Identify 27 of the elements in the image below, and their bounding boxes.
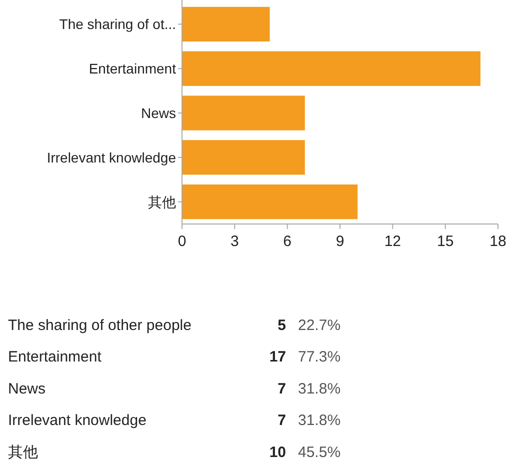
x-tick-label: 6 bbox=[283, 233, 292, 250]
text: 其他 bbox=[8, 444, 38, 461]
y-tick-label: Entertainment bbox=[88, 60, 176, 77]
text: 22.7% bbox=[298, 317, 341, 334]
y-tick-label: The sharing of ot... bbox=[59, 16, 176, 32]
y-tick-label: News bbox=[140, 105, 176, 121]
x-tick-label: 3 bbox=[230, 233, 239, 250]
text: 10 bbox=[269, 444, 286, 461]
text: 17 bbox=[269, 348, 286, 366]
text: 31.8% bbox=[298, 412, 341, 430]
y-tick-label: 其他 bbox=[148, 194, 176, 210]
x-tick-label: 12 bbox=[384, 233, 402, 250]
text: 5 bbox=[278, 317, 286, 334]
text: 7 bbox=[278, 412, 286, 430]
x-tick-label: 15 bbox=[436, 233, 454, 250]
text: News bbox=[8, 380, 46, 398]
x-tick-label: 9 bbox=[336, 233, 344, 250]
text: 31.8% bbox=[298, 380, 341, 398]
text: 77.3% bbox=[298, 348, 341, 366]
text: Irrelevant knowledge bbox=[8, 412, 146, 430]
text: Entertainment bbox=[8, 348, 102, 366]
text: 7 bbox=[278, 380, 286, 398]
y-tick-label: Irrelevant knowledge bbox=[46, 149, 176, 166]
text: 45.5% bbox=[298, 444, 341, 461]
text: The sharing of other people bbox=[8, 317, 192, 334]
x-tick-label: 18 bbox=[490, 233, 506, 250]
x-tick-label: 0 bbox=[178, 233, 186, 250]
